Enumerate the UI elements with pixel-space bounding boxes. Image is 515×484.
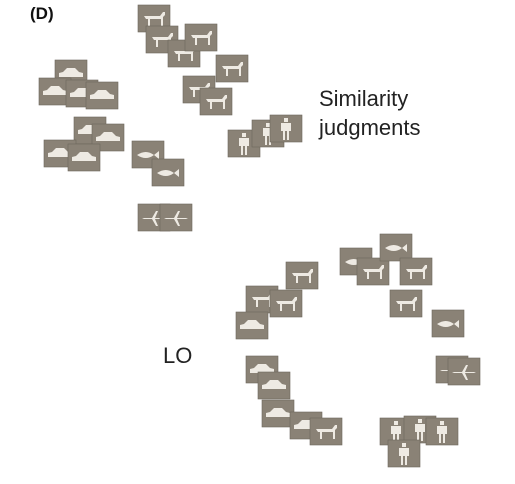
human-thumbnail-icon — [269, 114, 303, 143]
plane-thumbnail-icon — [447, 357, 481, 386]
silhouette — [222, 62, 243, 76]
silhouette — [239, 133, 249, 155]
silhouette — [137, 151, 159, 159]
fish-thumbnail-icon — [151, 158, 185, 187]
quadruped-thumbnail-icon — [309, 417, 343, 446]
car-thumbnail-icon — [85, 81, 119, 110]
car-thumbnail-icon — [261, 399, 295, 428]
silhouette — [281, 118, 291, 140]
silhouette — [276, 297, 297, 311]
silhouette — [48, 148, 72, 157]
silhouette — [43, 86, 67, 95]
silhouette — [96, 132, 120, 141]
fish-thumbnail-icon — [431, 309, 465, 338]
quadruped-thumbnail-icon — [145, 25, 179, 54]
fish-thumbnail-icon — [379, 233, 413, 262]
panel-label: (D) — [30, 4, 54, 23]
silhouette — [345, 258, 367, 266]
plot-title-similarity: Similarity judgments — [319, 84, 421, 142]
plot-title-similarity-text: Similarity judgments — [319, 84, 421, 142]
title-line: LO — [163, 343, 193, 368]
quadruped-thumbnail-icon — [356, 257, 390, 286]
silhouette — [391, 421, 401, 443]
car-thumbnail-icon — [67, 143, 101, 172]
quadruped-thumbnail-icon — [184, 23, 218, 52]
silhouette — [142, 211, 166, 226]
silhouette — [144, 12, 165, 26]
silhouette — [191, 31, 212, 45]
silhouette — [437, 320, 459, 328]
silhouette — [452, 365, 476, 380]
quadruped-thumbnail-icon — [215, 54, 249, 83]
silhouette — [385, 244, 407, 252]
plane-thumbnail-icon — [159, 203, 193, 232]
silhouette — [174, 47, 195, 61]
car-thumbnail-icon — [235, 311, 269, 340]
human-thumbnail-icon — [387, 439, 421, 468]
silhouette — [396, 297, 417, 311]
silhouette — [252, 293, 273, 307]
silhouette — [59, 68, 83, 77]
quadruped-thumbnail-icon — [269, 289, 303, 318]
title-line: judgments — [319, 115, 421, 140]
silhouette — [316, 425, 337, 439]
quadruped-thumbnail-icon — [199, 87, 233, 116]
human-thumbnail-icon — [425, 417, 459, 446]
silhouette — [152, 33, 173, 47]
quadruped-thumbnail-icon — [399, 257, 433, 286]
silhouette — [90, 90, 114, 99]
title-line: Similarity — [319, 86, 409, 111]
silhouette — [363, 265, 384, 279]
silhouette — [437, 421, 447, 443]
silhouette — [250, 364, 274, 373]
plot-title-lo-text: LO — [163, 343, 192, 369]
quadruped-thumbnail-icon — [285, 261, 319, 290]
silhouette — [406, 265, 427, 279]
silhouette — [240, 320, 264, 329]
silhouette — [292, 269, 313, 283]
silhouette — [262, 380, 286, 389]
silhouette — [157, 169, 179, 177]
thumbnail-frame — [389, 289, 423, 318]
car-thumbnail-icon — [38, 77, 72, 106]
car-thumbnail-icon — [257, 371, 291, 400]
silhouette — [206, 95, 227, 109]
quadruped-thumbnail-icon — [389, 289, 423, 318]
silhouette — [189, 83, 210, 97]
silhouette — [72, 152, 96, 161]
silhouette — [415, 419, 425, 441]
plot-title-lo: LO — [163, 343, 192, 369]
silhouette — [164, 211, 188, 226]
silhouette — [399, 443, 409, 465]
silhouette — [266, 408, 290, 417]
